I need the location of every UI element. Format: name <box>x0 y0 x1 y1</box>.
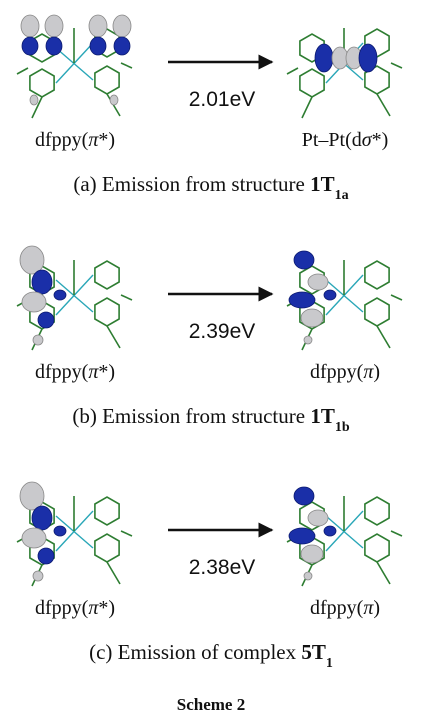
caption: (b) Emission from structure 1T1b <box>72 404 349 435</box>
molecule-label: dfppy(π*) <box>35 361 115 383</box>
molecule-label: dfppy(π*) <box>35 597 115 619</box>
orbital-lobe <box>304 572 312 580</box>
label-part: 1 <box>326 656 333 671</box>
label-part: dfppy( <box>35 129 89 151</box>
orbital-lobe <box>32 506 52 530</box>
orbital-lobe <box>89 15 107 37</box>
ring <box>365 298 389 326</box>
ring <box>30 69 54 97</box>
orbital-lobe <box>22 528 46 548</box>
orbital-lobe <box>289 292 315 308</box>
energy-label: 2.01eV <box>189 88 256 111</box>
molecule-label: dfppy(π) <box>310 597 380 619</box>
panel: 2.01eV dfppy(π*) Pt–Pt(dσ*) (a) Emission fr… <box>17 15 402 203</box>
orbital-lobe <box>30 95 38 105</box>
ring <box>300 69 324 97</box>
label-part: *) <box>98 597 115 619</box>
orbital-lobe <box>315 44 333 72</box>
orbital-lobe <box>38 548 54 564</box>
caption: (c) Emission of complex 5T1 <box>89 640 333 671</box>
label-part: 5T <box>301 640 326 664</box>
orbital-lobe <box>308 510 328 526</box>
ring <box>365 497 389 525</box>
orbital-lobe <box>54 290 66 300</box>
label-part: Pt–Pt(d <box>302 129 362 151</box>
orbital-lobe <box>38 312 54 328</box>
orbital-lobe <box>22 37 38 55</box>
orbital-lobe <box>304 336 312 344</box>
panel: 2.38eV dfppy(π*) dfppy(π) (c) Emission of c… <box>17 482 402 671</box>
orbital-lobe <box>33 571 43 581</box>
molecule-label: dfppy(π) <box>310 361 380 383</box>
orbital-lobe <box>114 37 130 55</box>
orbital-lobe <box>294 487 314 505</box>
label-part: (c) Emission of complex <box>89 640 301 664</box>
orbital-lobe <box>294 251 314 269</box>
label-part: *) <box>98 361 115 383</box>
scheme-title: Scheme 2 <box>177 695 245 714</box>
ring <box>365 261 389 289</box>
orbital-lobe <box>32 270 52 294</box>
orbital-lobe <box>289 528 315 544</box>
orbital-lobe <box>301 309 323 327</box>
orbital-lobe <box>45 15 63 37</box>
label-part: *) <box>98 129 115 151</box>
caption: (a) Emission from structure 1T1a <box>73 172 348 203</box>
label-part: dfppy( <box>35 361 89 383</box>
orbital-lobe <box>301 545 323 563</box>
label-part: ) <box>373 597 380 619</box>
label-part: ) <box>373 361 380 383</box>
ring <box>95 497 119 525</box>
orbital-lobe <box>33 335 43 345</box>
label-part: 1T <box>310 172 335 196</box>
orbital-lobe <box>46 37 62 55</box>
orbital-lobe <box>54 526 66 536</box>
label-part: (b) Emission from structure <box>72 404 310 428</box>
ring <box>95 534 119 562</box>
orbital-lobe <box>113 15 131 37</box>
ring <box>95 298 119 326</box>
label-part: 1b <box>335 420 350 435</box>
orbital-lobe <box>22 292 46 312</box>
orbital-lobe <box>110 95 118 105</box>
molecule-label: dfppy(π*) <box>35 129 115 151</box>
label-part: dfppy( <box>35 597 89 619</box>
orbital-lobe <box>21 15 39 37</box>
orbital-lobe <box>90 37 106 55</box>
label-part: dfppy( <box>310 597 364 619</box>
label-part: dfppy( <box>310 361 364 383</box>
ring <box>95 261 119 289</box>
energy-label: 2.39eV <box>189 320 256 343</box>
orbital-lobe <box>324 290 336 300</box>
orbital-lobe <box>308 274 328 290</box>
ring <box>365 534 389 562</box>
label-part: 1a <box>335 188 349 203</box>
label-part: *) <box>372 129 389 151</box>
ring <box>95 66 119 94</box>
molecule-label: Pt–Pt(dσ*) <box>302 129 389 151</box>
figure: Scheme 2 2.01eV dfppy(π*) Pt–Pt(dσ*) (a) Em… <box>0 0 423 717</box>
orbital-lobe <box>359 44 377 72</box>
energy-label: 2.38eV <box>189 556 256 579</box>
label-part: 1T <box>310 404 335 428</box>
label-part: (a) Emission from structure <box>73 172 310 196</box>
orbital-lobe <box>324 526 336 536</box>
